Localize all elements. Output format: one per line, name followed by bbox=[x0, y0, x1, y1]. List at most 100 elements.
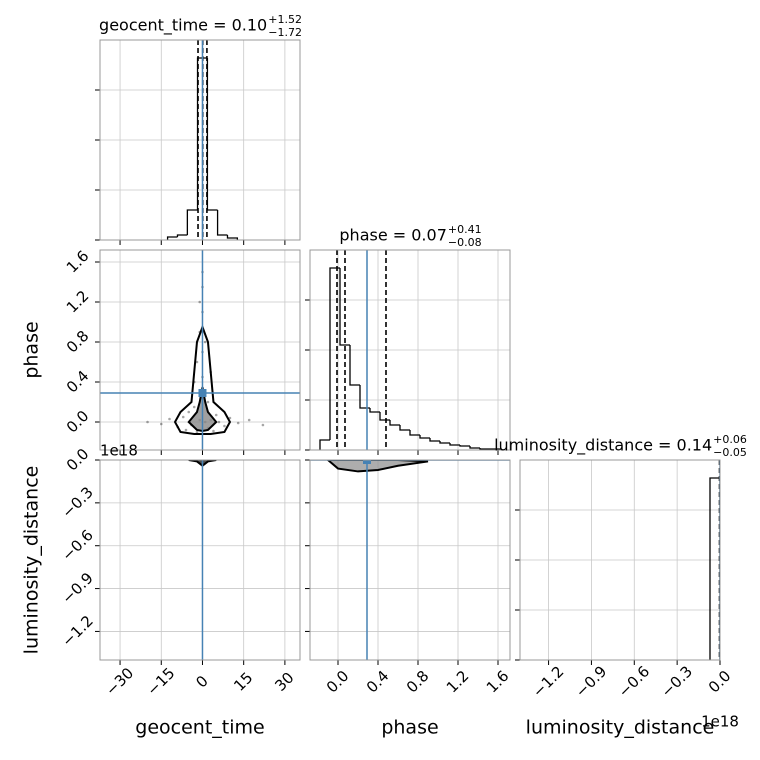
panel-title: luminosity_distance = 0.14 bbox=[494, 436, 712, 456]
x-tick-label: −0.9 bbox=[572, 662, 610, 700]
hist-bin bbox=[339, 268, 350, 346]
y-axis-label: luminosity_distance bbox=[21, 466, 43, 655]
sample-point bbox=[214, 413, 218, 417]
title-lower: −0.05 bbox=[713, 446, 747, 459]
y-tick-label: −1.2 bbox=[58, 612, 96, 650]
y-tick-label: 0.4 bbox=[63, 367, 93, 397]
panel-frame bbox=[99, 249, 301, 451]
hist-bin bbox=[709, 477, 720, 660]
hist-bin bbox=[419, 435, 430, 439]
truth-point bbox=[198, 389, 207, 397]
hist-bin bbox=[469, 446, 480, 449]
hist-bin bbox=[409, 430, 420, 436]
panel bbox=[520, 460, 720, 660]
panel-frame bbox=[99, 39, 301, 241]
x-tick-label: −0.6 bbox=[615, 662, 653, 700]
sample-point bbox=[159, 422, 163, 426]
panel-frame bbox=[309, 249, 511, 451]
sample-point bbox=[187, 410, 191, 414]
sample-point bbox=[195, 360, 199, 364]
x-tick-label: 0.0 bbox=[323, 667, 353, 697]
x-tick-label: 0 bbox=[192, 672, 211, 691]
y-tick-label: −0.9 bbox=[58, 569, 96, 607]
x-tick-label: 1.2 bbox=[443, 667, 473, 697]
x-tick-label: 15 bbox=[230, 669, 256, 695]
sample-point bbox=[192, 405, 196, 409]
sample-point bbox=[217, 420, 221, 424]
hist-bin bbox=[319, 439, 330, 450]
sample-point bbox=[168, 417, 171, 421]
panel-title: phase = 0.07 bbox=[339, 226, 446, 245]
hist-bin bbox=[186, 209, 198, 235]
title-upper: +0.41 bbox=[448, 223, 482, 236]
sample-point bbox=[181, 415, 185, 419]
sample-point bbox=[146, 420, 149, 424]
sample-point bbox=[203, 340, 207, 344]
sample-point bbox=[223, 424, 226, 428]
truth-point bbox=[363, 460, 371, 464]
x-tick-label: 30 bbox=[271, 669, 297, 695]
hist-bin bbox=[389, 420, 400, 426]
hist-bin bbox=[399, 425, 410, 431]
x-tick-label: −30 bbox=[102, 664, 137, 699]
y-tick-label: 1.2 bbox=[63, 287, 93, 317]
x-axis-label: geocent_time bbox=[135, 717, 264, 739]
hist-bin bbox=[349, 345, 360, 386]
title-upper: +1.52 bbox=[268, 13, 302, 26]
hist-bin bbox=[429, 438, 440, 442]
panel-title: geocent_time = 0.10 bbox=[99, 16, 267, 36]
hist-bin bbox=[216, 210, 228, 236]
x-tick-label: −0.3 bbox=[658, 662, 696, 700]
title-lower: −1.72 bbox=[268, 26, 302, 39]
y-tick-label: 1.6 bbox=[63, 247, 93, 277]
panel-frame bbox=[309, 459, 511, 661]
title-lower: −0.08 bbox=[448, 236, 482, 249]
x-tick-label: 0.4 bbox=[363, 667, 393, 697]
contour bbox=[326, 460, 429, 473]
hist-bin bbox=[226, 235, 239, 240]
sample-point bbox=[228, 416, 232, 420]
panel bbox=[100, 460, 300, 660]
x-tick-label: 0.0 bbox=[705, 667, 735, 697]
hist-bin bbox=[359, 385, 370, 409]
hist-bin bbox=[166, 236, 178, 240]
hist-bin bbox=[369, 408, 380, 413]
x-tick-label: 1.6 bbox=[483, 667, 513, 697]
hist-bin bbox=[459, 445, 470, 447]
hist-bin bbox=[206, 58, 218, 211]
x-tick-label: −15 bbox=[143, 664, 178, 699]
sample-point bbox=[198, 300, 202, 304]
sample-point bbox=[261, 423, 265, 427]
sample-point bbox=[195, 430, 199, 434]
x-tick-label: 0.8 bbox=[403, 667, 433, 697]
y-tick-label: 0.0 bbox=[63, 407, 93, 437]
y-tick-label: 0.0 bbox=[63, 445, 93, 475]
panel bbox=[310, 460, 510, 660]
panel bbox=[100, 250, 300, 450]
y-tick-label: −0.6 bbox=[58, 526, 96, 564]
sample-point bbox=[206, 400, 210, 404]
hist-bin bbox=[449, 443, 460, 446]
y-tick-label: 0.8 bbox=[63, 327, 93, 357]
sample-point bbox=[236, 421, 240, 425]
hist-bin bbox=[479, 448, 490, 450]
x-axis-label: phase bbox=[381, 717, 438, 739]
sample-point bbox=[212, 429, 215, 433]
y-axis-label: phase bbox=[21, 321, 43, 378]
panel-frame bbox=[519, 459, 721, 661]
x-offset: 1e18 bbox=[701, 713, 739, 731]
sample-point bbox=[184, 428, 188, 432]
hist-bin bbox=[176, 234, 188, 237]
hist-bin bbox=[439, 441, 450, 444]
x-axis-label: luminosity_distance bbox=[526, 717, 715, 739]
panel bbox=[310, 250, 510, 450]
hist-bin bbox=[379, 412, 390, 421]
hist-bin bbox=[329, 267, 340, 440]
panel-frame bbox=[99, 459, 301, 661]
y-offset: 1e18 bbox=[100, 442, 138, 460]
panel bbox=[100, 40, 300, 240]
y-tick-label: −0.3 bbox=[58, 483, 96, 521]
title-upper: +0.06 bbox=[713, 433, 747, 446]
sample-point bbox=[247, 418, 251, 422]
